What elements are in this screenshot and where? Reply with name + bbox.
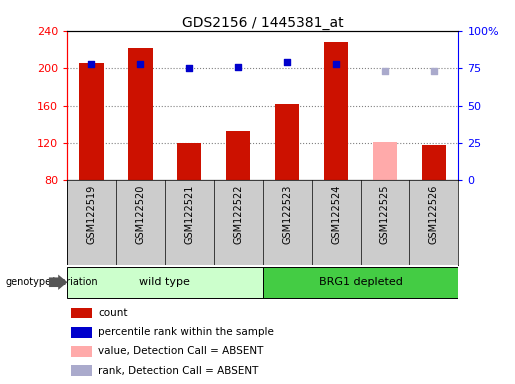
Title: GDS2156 / 1445381_at: GDS2156 / 1445381_at [182, 16, 344, 30]
Text: GSM122526: GSM122526 [429, 185, 439, 244]
FancyBboxPatch shape [263, 266, 458, 298]
Bar [71, 327, 92, 338]
Bar [422, 145, 446, 180]
Bar [71, 365, 92, 376]
Point [332, 61, 340, 67]
Text: GSM122524: GSM122524 [331, 185, 341, 244]
Point [283, 59, 291, 65]
Bar [275, 104, 299, 180]
Text: GSM122519: GSM122519 [87, 185, 96, 244]
Point [234, 64, 242, 70]
Bar [324, 42, 348, 180]
Bar [71, 346, 92, 357]
Text: GSM122522: GSM122522 [233, 185, 243, 244]
Text: genotype/variation: genotype/variation [5, 277, 98, 287]
Point [381, 68, 389, 74]
Bar [177, 143, 201, 180]
Text: count: count [98, 308, 128, 318]
Text: BRG1 depleted: BRG1 depleted [319, 276, 402, 286]
Bar [226, 131, 250, 180]
Text: wild type: wild type [140, 276, 190, 286]
FancyBboxPatch shape [67, 266, 263, 298]
Bar [128, 48, 152, 180]
Bar [71, 308, 92, 318]
Point [136, 61, 144, 67]
Text: GSM122521: GSM122521 [184, 185, 194, 244]
Point [430, 68, 438, 74]
Text: GSM122525: GSM122525 [380, 185, 390, 244]
Text: rank, Detection Call = ABSENT: rank, Detection Call = ABSENT [98, 366, 259, 376]
Text: GSM122523: GSM122523 [282, 185, 292, 244]
Text: percentile rank within the sample: percentile rank within the sample [98, 327, 274, 337]
Point [88, 61, 96, 67]
Bar [79, 63, 104, 180]
Bar [373, 142, 397, 180]
Text: value, Detection Call = ABSENT: value, Detection Call = ABSENT [98, 346, 264, 356]
Text: GSM122520: GSM122520 [135, 185, 145, 244]
Point [185, 65, 194, 71]
